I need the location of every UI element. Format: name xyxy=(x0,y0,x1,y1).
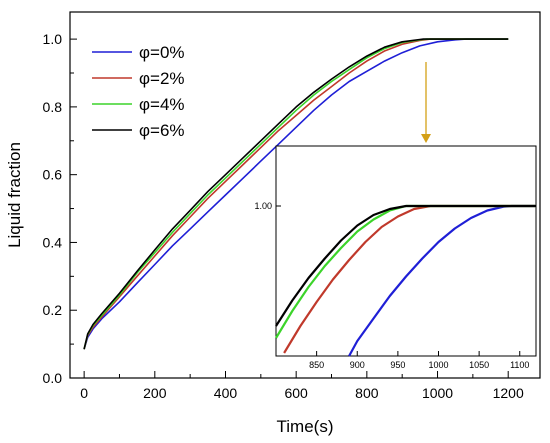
y-tick-label: 0.2 xyxy=(43,302,63,318)
inset-x-tick-label: 1100 xyxy=(510,360,529,370)
x-tick-label: 800 xyxy=(355,385,379,401)
inset-x-tick-label: 1050 xyxy=(469,360,489,370)
y-axis-label: Liquid fraction xyxy=(5,142,24,248)
x-tick-label: 400 xyxy=(214,385,238,401)
inset-x-tick-label: 950 xyxy=(390,360,405,370)
x-tick-label: 200 xyxy=(143,385,167,401)
inset-x-tick-label: 1000 xyxy=(428,360,448,370)
zoom-arrow xyxy=(421,62,431,143)
legend-label: φ=2% xyxy=(139,69,185,88)
series-line-0 xyxy=(83,38,509,350)
legend-label: φ=6% xyxy=(139,121,185,140)
main-series-group xyxy=(83,38,509,350)
main-plot-frame xyxy=(69,11,541,379)
series-line-3 xyxy=(83,38,509,350)
y-tick-label: 0.8 xyxy=(43,99,63,115)
inset-series-group xyxy=(275,204,536,357)
x-axis-label: Time(s) xyxy=(277,417,334,436)
legend: φ=0% φ=2% φ=4% φ=6% xyxy=(92,43,185,140)
y-tick-label: 1.0 xyxy=(43,31,63,47)
legend-label: φ=4% xyxy=(139,95,185,114)
x-tick-label: 0 xyxy=(80,385,88,401)
arrow-head xyxy=(421,134,431,143)
legend-label: φ=0% xyxy=(139,43,185,62)
series-line-1 xyxy=(83,38,509,350)
inset-axis-ticks: 850 900 950 1000 1050 1100 1.00 xyxy=(254,201,529,370)
y-tick-label: 0.4 xyxy=(43,234,63,250)
x-tick-label: 600 xyxy=(284,385,308,401)
inset-series-line-3 xyxy=(275,204,536,327)
inset-x-tick-label: 850 xyxy=(309,360,324,370)
inset-plot-frame xyxy=(275,145,537,357)
inset-x-tick-label: 900 xyxy=(350,360,365,370)
y-tick-label: 0.0 xyxy=(43,370,63,386)
x-tick-label: 1200 xyxy=(493,385,524,401)
x-tick-label: 1000 xyxy=(422,385,453,401)
main-axis-ticks: 0 200 400 600 800 1000 1200 0.0 0.2 0.4 0.6 0.8 1.0 xyxy=(43,31,524,401)
y-tick-label: 0.6 xyxy=(43,167,63,183)
inset-y-tick-label: 1.00 xyxy=(254,201,272,211)
